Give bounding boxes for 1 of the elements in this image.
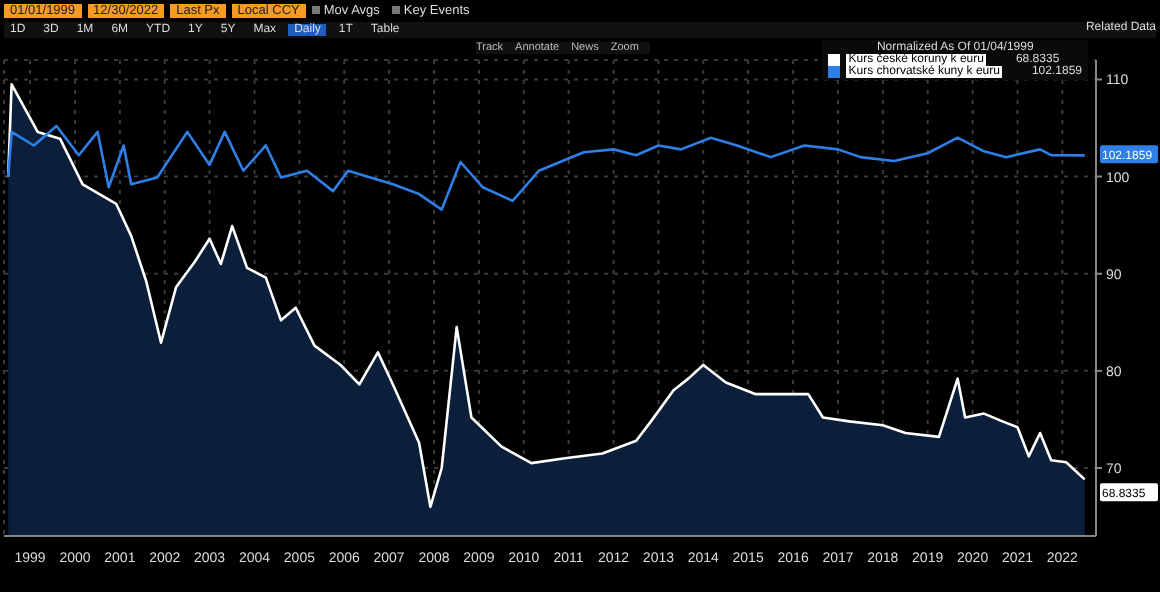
line-series bbox=[6, 124, 1086, 211]
